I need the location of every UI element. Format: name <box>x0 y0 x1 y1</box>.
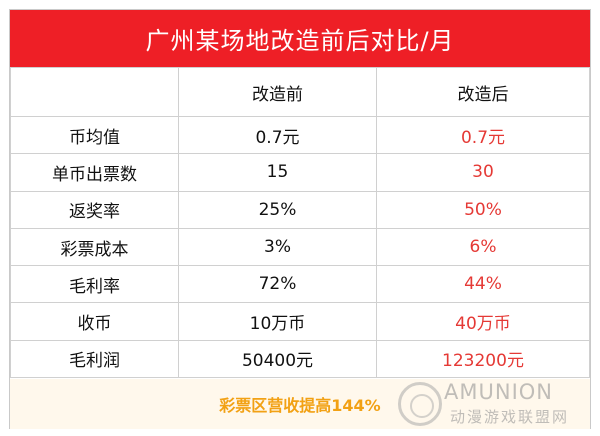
after-value: 123200元 <box>376 339 590 379</box>
header-empty <box>10 67 179 117</box>
row-label: 返奖率 <box>10 190 179 229</box>
table-row: 返奖率 25% 50% <box>10 190 590 229</box>
table-row: 毛利率 72% 44% <box>10 265 590 304</box>
before-value: 50400元 <box>178 339 377 379</box>
header-before: 改造前 <box>178 67 377 117</box>
before-value: 15 <box>178 153 377 192</box>
before-value: 10万币 <box>178 302 377 341</box>
table-row: 彩票成本 3% 6% <box>10 227 590 267</box>
before-value: 72% <box>178 265 377 304</box>
after-value: 44% <box>376 265 590 304</box>
row-label: 币均值 <box>10 115 179 155</box>
footer-note: 彩票区营收提高144% <box>10 379 590 429</box>
row-label: 毛利率 <box>10 265 179 304</box>
after-value: 50% <box>376 190 590 229</box>
row-label: 毛利润 <box>10 339 179 379</box>
comparison-table-card: 广州某场地改造前后对比/月 改造前 改造后 币均值 0.7元 0.7元 单币出票… <box>9 9 591 429</box>
after-value: 40万币 <box>376 302 590 341</box>
before-value: 0.7元 <box>178 115 377 155</box>
comparison-table: 改造前 改造后 币均值 0.7元 0.7元 单币出票数 15 30 返奖率 25… <box>10 67 590 379</box>
after-value: 6% <box>376 227 590 267</box>
header-after: 改造后 <box>376 67 590 117</box>
table-row: 币均值 0.7元 0.7元 <box>10 115 590 155</box>
row-label: 单币出票数 <box>10 153 179 192</box>
table-row: 毛利润 50400元 123200元 <box>10 339 590 379</box>
table-row: 单币出票数 15 30 <box>10 153 590 192</box>
after-value: 0.7元 <box>376 115 590 155</box>
row-label: 收币 <box>10 302 179 341</box>
after-value: 30 <box>376 153 590 192</box>
before-value: 25% <box>178 190 377 229</box>
before-value: 3% <box>178 227 377 267</box>
row-label: 彩票成本 <box>10 227 179 267</box>
header-row: 改造前 改造后 <box>10 67 590 117</box>
table-title: 广州某场地改造前后对比/月 <box>10 10 590 67</box>
table-row: 收币 10万币 40万币 <box>10 302 590 341</box>
